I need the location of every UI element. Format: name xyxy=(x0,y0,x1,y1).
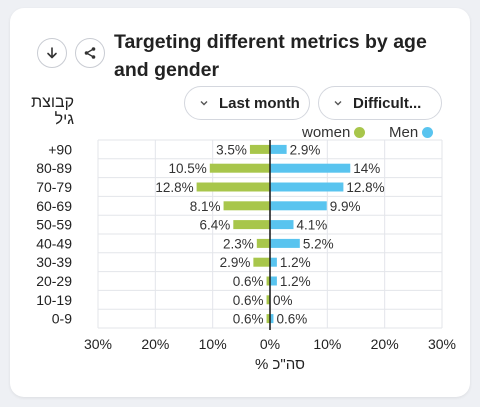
y-tick-label: 70-79 xyxy=(36,179,72,195)
chevron-down-icon xyxy=(334,101,342,106)
y-tick-label: 50-59 xyxy=(36,217,72,233)
x-tick-label: 0% xyxy=(260,336,280,352)
bar-men xyxy=(270,201,327,211)
data-label-men: 5.2% xyxy=(303,236,334,251)
y-tick-label: 60-69 xyxy=(36,198,72,214)
data-label-women: 10.5% xyxy=(169,161,207,176)
x-tick-label: 10% xyxy=(313,336,341,352)
chart-title: Targeting different metrics by age and g… xyxy=(114,31,427,81)
bar-men xyxy=(270,276,277,286)
data-label-women: 6.4% xyxy=(200,218,231,233)
period-dropdown-label: Last month xyxy=(219,94,300,112)
legend-women-label: women xyxy=(302,124,351,141)
x-tick-label: 10% xyxy=(199,336,227,352)
x-axis-title: % סה"כ xyxy=(255,356,305,373)
age-group-axis-title: קבוצת גיל xyxy=(31,94,74,128)
data-label-men: 14% xyxy=(353,161,380,176)
bar-women xyxy=(253,257,270,267)
y-tick-label: 80-89 xyxy=(36,160,72,176)
y-tick-label: 30-39 xyxy=(36,254,72,270)
bar-men xyxy=(270,144,287,154)
bar-women xyxy=(196,182,270,192)
data-label-men: 4.1% xyxy=(297,218,328,233)
data-label-women: 3.5% xyxy=(216,142,247,157)
legend-men-swatch xyxy=(422,127,434,138)
x-tick-label: 20% xyxy=(371,336,399,352)
share-button[interactable] xyxy=(75,38,105,68)
data-label-women: 2.3% xyxy=(223,236,254,251)
metric-dropdown-label: Difficult... xyxy=(353,94,422,112)
y-tick-label: 0-9 xyxy=(52,311,72,327)
bar-men xyxy=(270,163,351,173)
data-label-men: 12.8% xyxy=(346,180,384,195)
legend-men: Men xyxy=(389,124,434,141)
legend-women: women xyxy=(302,124,366,141)
bar-men xyxy=(270,314,274,324)
download-button[interactable] xyxy=(37,38,67,68)
bar-women xyxy=(266,295,270,305)
share-icon xyxy=(84,47,96,59)
data-label-women: 12.8% xyxy=(155,180,193,195)
data-label-women: 0.6% xyxy=(233,293,264,308)
data-label-men: 0.6% xyxy=(276,312,307,327)
data-label-men: 1.2% xyxy=(280,255,311,270)
legend-men-label: Men xyxy=(389,124,419,141)
bar-men xyxy=(270,238,300,248)
y-tick-label: +90 xyxy=(48,141,72,157)
download-arrow-icon xyxy=(47,47,57,59)
data-label-men: 1.2% xyxy=(280,274,311,289)
bar-women xyxy=(256,238,270,248)
data-label-women: 0.6% xyxy=(233,274,264,289)
y-tick-label: 40-49 xyxy=(36,235,72,251)
bar-men xyxy=(270,182,344,192)
bar-women xyxy=(249,144,270,154)
data-label-men: 0% xyxy=(273,293,293,308)
metric-dropdown[interactable]: Difficult... xyxy=(318,86,442,120)
bar-women xyxy=(266,314,270,324)
chevron-down-icon xyxy=(200,101,208,106)
data-label-men: 2.9% xyxy=(290,142,321,157)
bar-men xyxy=(270,220,294,230)
data-label-women: 2.9% xyxy=(220,255,251,270)
x-tick-label: 30% xyxy=(428,336,456,352)
bar-men xyxy=(270,257,277,267)
x-tick-label: 20% xyxy=(141,336,169,352)
legend-women-swatch xyxy=(354,127,366,138)
bar-women xyxy=(266,276,270,286)
bar-women xyxy=(223,201,270,211)
data-label-women: 0.6% xyxy=(233,312,264,327)
bar-women xyxy=(233,220,270,230)
data-label-women: 8.1% xyxy=(190,199,221,214)
x-tick-label: 30% xyxy=(84,336,112,352)
y-tick-label: 20-29 xyxy=(36,273,72,289)
data-label-men: 9.9% xyxy=(330,199,361,214)
y-tick-label: 10-19 xyxy=(36,292,72,308)
bar-women xyxy=(209,163,270,173)
period-dropdown[interactable]: Last month xyxy=(184,86,310,120)
